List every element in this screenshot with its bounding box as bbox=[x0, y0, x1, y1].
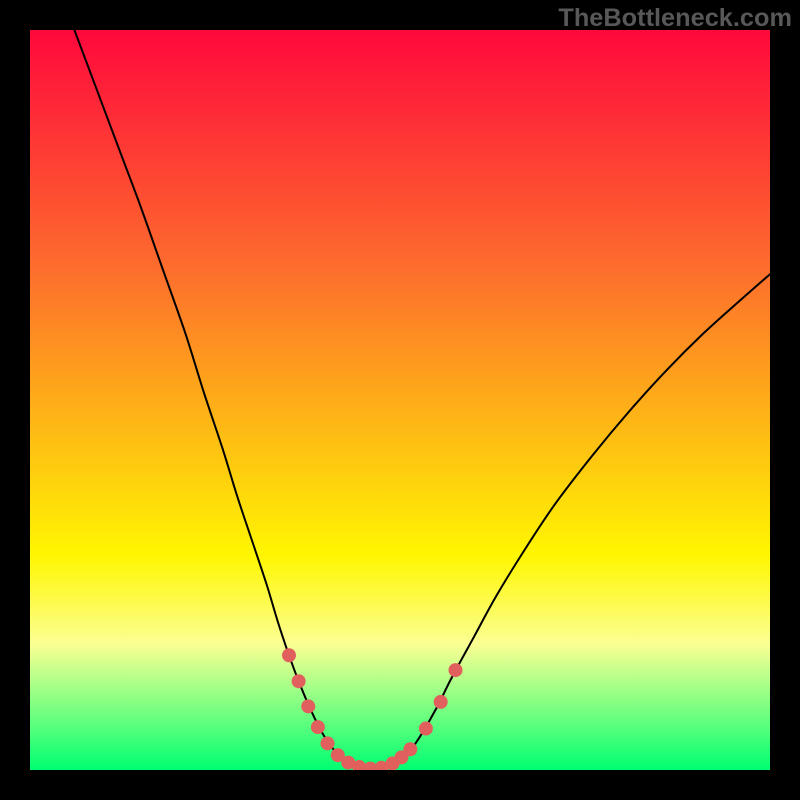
curve-marker bbox=[449, 663, 463, 677]
curve-marker bbox=[419, 722, 433, 736]
curve-marker bbox=[434, 695, 448, 709]
curve-marker bbox=[301, 699, 315, 713]
curve-marker bbox=[292, 674, 306, 688]
curve-marker bbox=[403, 742, 417, 756]
bottleneck-curve-chart bbox=[30, 30, 770, 770]
curve-marker bbox=[320, 736, 334, 750]
chart-stage: TheBottleneck.com bbox=[0, 0, 800, 800]
watermark-text: TheBottleneck.com bbox=[558, 4, 792, 33]
curve-marker bbox=[282, 648, 296, 662]
plot-background bbox=[30, 30, 770, 770]
curve-marker bbox=[311, 720, 325, 734]
